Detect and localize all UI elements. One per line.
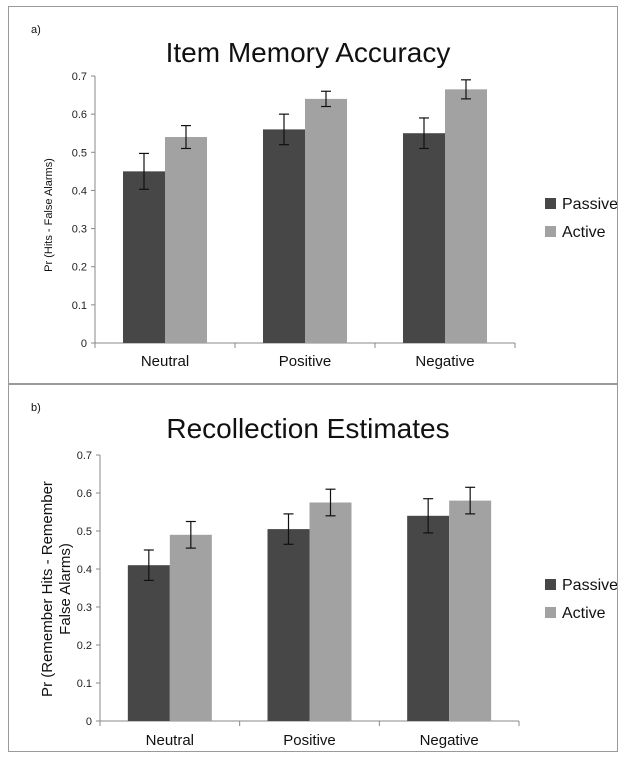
chart-a-legend-label-active: Active [562,224,606,241]
chart-b-bar-positive-passive [267,529,310,721]
chart-a-ytick-label: 0.6 [72,109,87,121]
chart-a-ytick-label: 0.5 [72,147,87,159]
chart-a-legend: Passive Active [545,196,617,241]
chart-b-legend-label-active: Active [562,605,606,622]
chart-b-ylabel-line-1: Pr (Remember Hits - Remember [39,481,56,697]
chart-b-category-label: Neutral [146,732,194,749]
chart-b-bar-negative-active [449,500,492,721]
chart-a-legend-label-passive: Passive [562,196,617,213]
chart-b-legend-swatch-passive [545,579,556,590]
chart-b-ylabel-line-2: False Alarms) [57,543,74,635]
panel-label-b: b) [31,402,41,414]
chart-panel-a: a) Item Memory Accuracy Pr (Hits - False… [8,6,618,384]
chart-b-legend-label-passive: Passive [562,577,617,594]
chart-b-category-label: Negative [420,732,479,749]
chart-b-bar-neutral-active [169,534,212,721]
chart-a-legend-swatch-active [545,226,556,237]
chart-b-legend: Passive Active [545,577,617,622]
chart-a-bar-negative-passive [403,133,445,343]
chart-b-legend-swatch-active [545,607,556,618]
chart-a-ytick-label: 0 [81,338,87,350]
chart-b-ytick-label: 0.1 [77,678,92,690]
panel-label-a: a) [31,24,41,36]
chart-a-ytick-label: 0.2 [72,262,87,274]
chart-b-plot: 0 0.1 0.2 0.3 0.4 0.5 0.6 0.7 Neutral Positive Neg… [77,450,520,749]
chart-b-title: Recollection Estimates [166,413,449,444]
chart-b-ytick-label: 0.2 [77,640,92,652]
chart-b-ytick-label: 0.3 [77,602,92,614]
chart-a-category-label: Negative [415,353,474,370]
chart-b-svg: b) Recollection Estimates Pr (Remember H… [31,402,617,749]
chart-a-ytick-label: 0.7 [72,71,87,83]
chart-a-svg: a) Item Memory Accuracy Pr (Hits - False… [31,24,617,370]
chart-a-category-label: Positive [279,353,332,370]
chart-b-category-label: Positive [283,732,336,749]
chart-a-bar-negative-active [445,89,487,343]
chart-b-bar-neutral-passive [127,565,170,721]
chart-b-ytick-label: 0.7 [77,450,92,462]
chart-b-ytick-label: 0.4 [77,564,92,576]
chart-b-bar-negative-passive [407,515,450,721]
chart-a-ytick-label: 0.4 [72,185,87,197]
chart-a-category-label: Neutral [141,353,189,370]
chart-b-bar-positive-active [309,502,352,721]
chart-a-bar-neutral-active [165,137,207,343]
chart-a-ytick-label: 0.3 [72,224,87,236]
chart-a-bar-neutral-passive [123,171,165,343]
chart-b-ytick-label: 0.5 [77,526,92,538]
chart-a-legend-swatch-passive [545,198,556,209]
chart-a-ytick-label: 0.1 [72,300,87,312]
chart-a-bar-positive-active [305,98,347,343]
chart-b-ytick-label: 0 [86,716,92,728]
chart-a-bar-positive-passive [263,129,305,343]
chart-panel-b: b) Recollection Estimates Pr (Remember H… [8,384,618,752]
chart-b-ytick-label: 0.6 [77,488,92,500]
chart-a-ylabel: Pr (Hits - False Alarms) [43,158,55,272]
chart-a-title: Item Memory Accuracy [166,37,451,68]
chart-a-plot: 0 0.1 0.2 0.3 0.4 0.5 0.6 0.7 Neutral Positive Neg… [72,71,516,370]
